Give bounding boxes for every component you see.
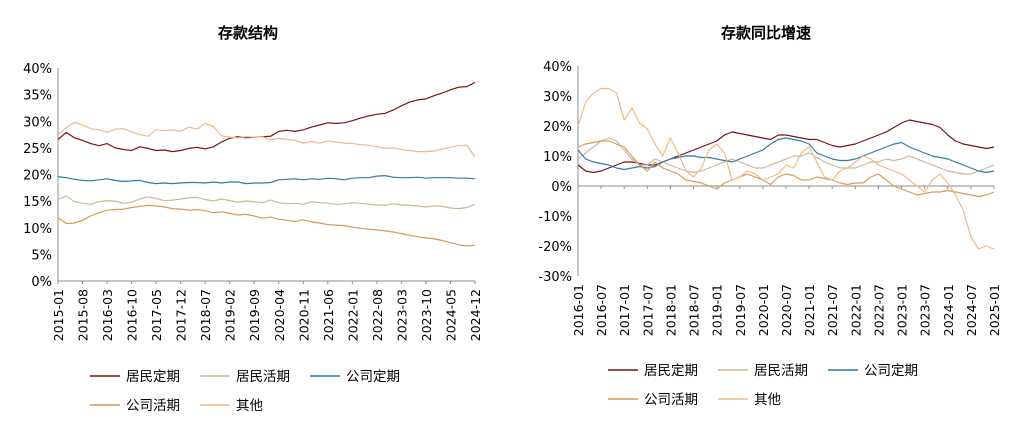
x-tick-label: 2021-01 — [802, 284, 817, 336]
y-tick-label: 40% — [543, 60, 572, 75]
y-tick-label: -10% — [538, 210, 572, 225]
x-tick-label: 2018-01 — [663, 284, 678, 336]
legend-label: 其他 — [236, 398, 263, 414]
x-tick-label: 2016-03 — [100, 289, 115, 341]
x-tick-label: 2022-08 — [370, 289, 385, 341]
x-tick-label: 2017-07 — [640, 284, 655, 336]
y-tick-label: 0% — [551, 180, 572, 195]
x-tick-label: 2023-07 — [918, 284, 933, 336]
x-tick-label: 2020-07 — [779, 284, 794, 336]
legend-label: 其他 — [754, 392, 781, 408]
deposit-structure-chart: 存款结构 0% 5% 10% 15% 20% 25% 30% 35% 40% 2015-01 201… — [23, 24, 483, 414]
x-tick-label: 2020-11 — [296, 289, 311, 341]
legend-label: 公司定期 — [864, 363, 918, 379]
x-tick-label: 2019-09 — [247, 289, 262, 341]
series-line — [577, 137, 995, 175]
deposit-growth-chart: 存款同比增速 -30% -20% -10% 0% 10% 20% 30% 40% 2016-01… — [538, 24, 1002, 408]
y-tick-label: 10% — [543, 150, 572, 165]
plot-area: 0% 5% 10% 15% 20% 25% 30% 35% 40% 2015-01 2015-08 2… — [23, 62, 483, 414]
x-tick-label: 2017-12 — [174, 289, 189, 341]
series-line — [577, 137, 995, 174]
y-tick-label: -20% — [538, 240, 572, 255]
series-line — [577, 87, 995, 250]
legend-label: 居民活期 — [754, 363, 808, 379]
y-tick-label: 30% — [543, 90, 572, 105]
y-tick-label: 30% — [23, 115, 52, 130]
legend-label: 公司活期 — [126, 398, 180, 414]
x-tick-label: 2016-10 — [125, 289, 140, 341]
y-tick-label: 25% — [23, 142, 52, 157]
x-tick-label: 2023-01 — [895, 284, 910, 336]
y-tick-label: -30% — [538, 270, 572, 285]
x-tick-label: 2016-01 — [571, 284, 586, 336]
x-tick-label: 2020-04 — [272, 289, 287, 341]
x-tick-label: 2021-07 — [825, 284, 840, 336]
x-tick-label: 2022-07 — [871, 284, 886, 336]
legend-label: 居民活期 — [236, 369, 290, 385]
series-line — [577, 140, 995, 198]
y-tick-label: 20% — [543, 120, 572, 135]
y-tick-label: 0% — [31, 275, 52, 290]
chart-title: 存款结构 — [218, 24, 278, 42]
series-line — [57, 81, 476, 153]
y-tick-label: 15% — [23, 195, 52, 210]
chart-title: 存款同比增速 — [721, 24, 811, 42]
legend-label: 居民定期 — [644, 363, 698, 379]
series-line — [57, 175, 476, 185]
x-tick-label: 2024-12 — [468, 289, 483, 341]
x-tick-label: 2023-10 — [419, 289, 434, 341]
x-tick-label: 2025-01 — [987, 284, 1002, 336]
x-tick-label: 2019-02 — [223, 289, 238, 341]
x-tick-label: 2017-01 — [617, 284, 632, 336]
y-tick-label: 5% — [31, 248, 52, 263]
x-tick-label: 2024-07 — [964, 284, 979, 336]
legend-label: 居民定期 — [126, 369, 180, 385]
x-tick-label: 2022-01 — [345, 289, 360, 341]
legend-label: 公司定期 — [346, 369, 400, 385]
x-tick-label: 2016-07 — [594, 284, 609, 336]
series-line — [57, 121, 476, 158]
y-tick-label: 40% — [23, 62, 52, 77]
x-tick-label: 2024-01 — [941, 284, 956, 336]
plot-area: -30% -20% -10% 0% 10% 20% 30% 40% 2016-01 2016-07… — [538, 60, 1002, 408]
y-tick-label: 20% — [23, 169, 52, 184]
x-tick-label: 2015-08 — [76, 289, 91, 341]
x-tick-label: 2018-07 — [687, 284, 702, 336]
x-tick-label: 2017-05 — [149, 289, 164, 341]
series-line — [57, 204, 476, 247]
legend-label: 公司活期 — [644, 392, 698, 408]
x-tick-label: 2022-01 — [848, 284, 863, 336]
x-tick-label: 2023-03 — [394, 289, 409, 341]
x-tick-label: 2020-01 — [756, 284, 771, 336]
series-line — [57, 195, 476, 210]
x-tick-label: 2018-07 — [198, 289, 213, 341]
x-tick-label: 2019-01 — [710, 284, 725, 336]
x-tick-label: 2015-01 — [51, 289, 66, 341]
x-tick-label: 2019-07 — [733, 284, 748, 336]
y-tick-label: 35% — [23, 89, 52, 104]
x-tick-label: 2024-05 — [443, 289, 458, 341]
x-tick-label: 2021-06 — [321, 289, 336, 341]
y-tick-label: 10% — [23, 222, 52, 237]
